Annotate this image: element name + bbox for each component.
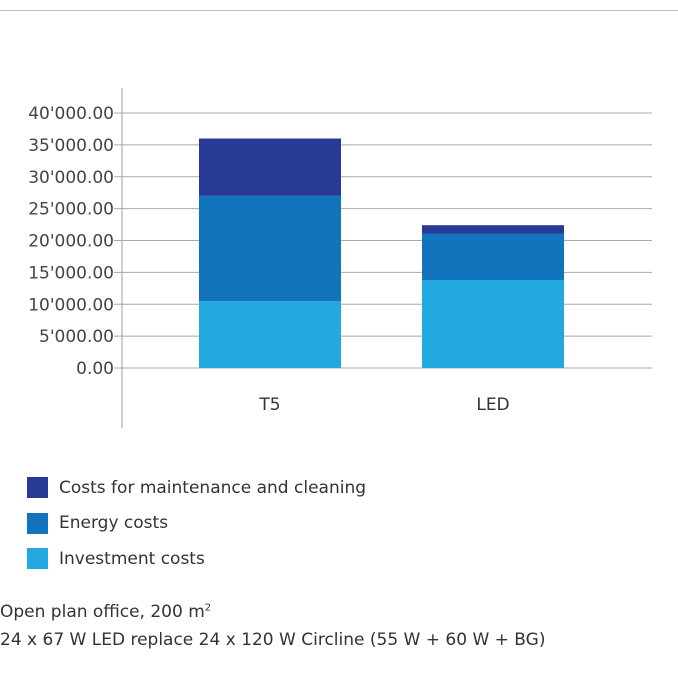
y-tick-label: 15'000.00 bbox=[28, 263, 114, 283]
caption: Open plan office, 200 m2 24 x 67 W LED r… bbox=[0, 598, 545, 654]
top-divider bbox=[0, 10, 678, 11]
legend-label: Costs for maintenance and cleaning bbox=[59, 477, 367, 498]
legend-swatch bbox=[27, 548, 48, 570]
bar-segment bbox=[199, 195, 341, 302]
y-tick-label: 30'000.00 bbox=[28, 168, 114, 188]
y-tick-labels: 0.00 5'000.00 10'000.00 15'000.00 20'000.00 2… bbox=[28, 104, 114, 379]
y-tick-label: 25'000.00 bbox=[28, 200, 114, 220]
bar-segment bbox=[422, 233, 564, 281]
y-tick-label: 20'000.00 bbox=[28, 232, 114, 252]
legend-item-energy: Energy costs bbox=[27, 506, 366, 542]
y-tick-label: 0.00 bbox=[76, 359, 114, 379]
legend-label: Investment costs bbox=[59, 548, 205, 569]
legend-item-maintenance: Costs for maintenance and cleaning bbox=[27, 470, 366, 506]
stacked-bar-chart: 0.00 5'000.00 10'000.00 15'000.00 20'000.00 2… bbox=[28, 88, 652, 428]
legend: Costs for maintenance and cleaning Energ… bbox=[27, 470, 366, 577]
bar-segment bbox=[422, 225, 564, 234]
caption-superscript: 2 bbox=[204, 602, 212, 614]
bar-segment bbox=[422, 280, 564, 368]
y-tick-label: 10'000.00 bbox=[28, 295, 114, 315]
legend-label: Energy costs bbox=[59, 513, 169, 534]
bar-segment bbox=[199, 138, 341, 196]
legend-item-investment: Investment costs bbox=[27, 541, 366, 577]
y-tick-label: 35'000.00 bbox=[28, 136, 114, 156]
category-labels: T5 LED bbox=[258, 395, 509, 415]
bar-segment bbox=[199, 301, 341, 368]
gridlines bbox=[114, 112, 652, 369]
legend-swatch bbox=[27, 477, 48, 499]
caption-line-1: Open plan office, 200 m2 bbox=[0, 598, 545, 626]
bars bbox=[199, 138, 564, 368]
category-label: T5 bbox=[258, 395, 280, 415]
y-tick-label: 5'000.00 bbox=[39, 327, 114, 347]
caption-line-2: 24 x 67 W LED replace 24 x 120 W Circlin… bbox=[0, 630, 546, 650]
category-label: LED bbox=[476, 395, 509, 415]
y-tick-label: 40'000.00 bbox=[28, 104, 114, 124]
caption-line-1-text: Open plan office, 200 m bbox=[0, 602, 205, 622]
legend-swatch bbox=[27, 512, 48, 534]
